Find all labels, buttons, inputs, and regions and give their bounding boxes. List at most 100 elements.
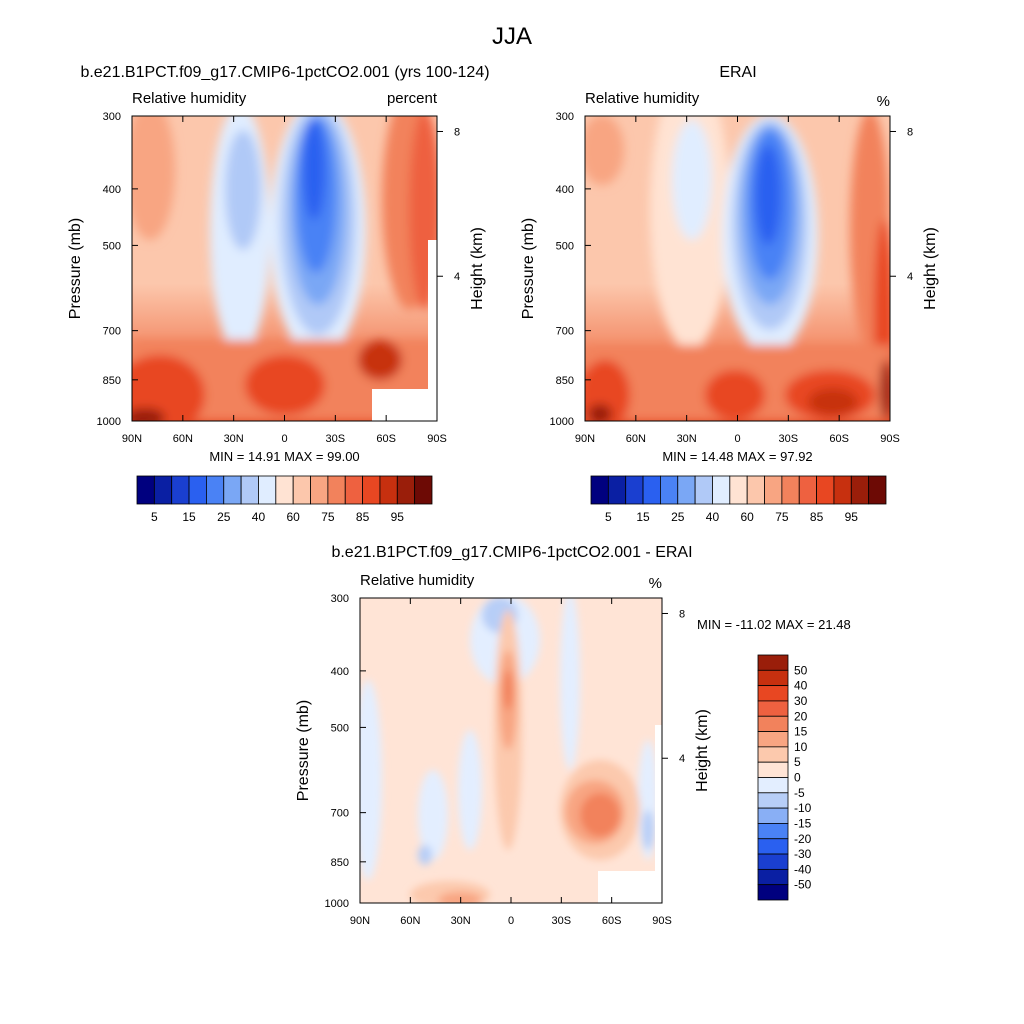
ylabel-model: Pressure (mb) (67, 218, 84, 319)
colorbar-label-model: 15 (182, 510, 196, 524)
colorbar-swatch-model (327, 475, 346, 505)
colorbar-swatch-difference (757, 669, 789, 687)
colorbar-swatch-obs (677, 475, 696, 505)
colorbar-swatch-difference (757, 731, 789, 748)
y-tick-label-obs: 400 (556, 184, 574, 196)
ylabel-right-difference: Height (km) (694, 709, 711, 792)
panel-diff-minmax: MIN = -11.02 MAX = 21.48 (697, 617, 851, 632)
colorbar-swatch-difference (757, 654, 789, 671)
panel-obs: ERAI Relative humidity % (584, 64, 891, 422)
y-tick-label-difference: 400 (331, 666, 349, 678)
height-tick-label-difference: 4 (679, 753, 685, 765)
y-tick-label-obs: 700 (556, 326, 574, 338)
colorbar-swatch-model (153, 475, 173, 505)
colorbar-swatch-difference (757, 884, 789, 901)
colorbar-swatch-difference (757, 700, 789, 717)
y-tick-label-difference: 700 (331, 808, 349, 820)
colorbar-label-obs: 25 (671, 510, 685, 524)
y-tick-label-obs: 300 (556, 111, 574, 123)
y-tick-label-difference: 300 (331, 593, 349, 605)
colorbar-swatch-model (171, 475, 190, 505)
panel-obs-field (585, 116, 890, 421)
minmax-obs: MIN = 14.48 MAX = 97.92 (662, 449, 812, 464)
colorbar-label-difference: 5 (794, 755, 801, 769)
colorbar-label-difference: -10 (794, 801, 812, 815)
panel-model-title: b.e21.B1PCT.f09_g17.CMIP6-1pctCO2.001 (y… (80, 64, 489, 81)
colorbar-label-model: 60 (286, 510, 300, 524)
x-tick-label-model: 90S (427, 433, 447, 445)
y-tick-label-difference: 1000 (325, 898, 349, 910)
colorbar-label-obs: 15 (636, 510, 650, 524)
y-tick-label-model: 500 (103, 240, 121, 252)
x-tick-label-difference: 60S (602, 915, 622, 927)
height-tick-label-model: 8 (454, 126, 460, 138)
x-tick-label-model: 30N (224, 433, 244, 445)
colorbar-swatch-difference (757, 761, 789, 778)
x-tick-label-model: 30S (326, 433, 346, 445)
x-tick-label-model: 0 (281, 433, 287, 445)
colorbar-swatch-difference (757, 868, 789, 886)
colorbar-label-obs: 5 (605, 510, 612, 524)
panel-obs-left-label: Relative humidity (585, 90, 700, 107)
colorbar-swatch-difference (757, 715, 789, 732)
colorbar-swatch-model (310, 475, 329, 505)
colorbar-swatch-model (379, 475, 398, 505)
x-tick-label-model: 90N (122, 433, 142, 445)
colorbar-swatch-model (275, 475, 294, 505)
colorbar-swatch-obs (729, 475, 748, 505)
colorbar-label-obs: 85 (810, 510, 824, 524)
colorbar-swatch-obs (798, 475, 817, 505)
colorbar-swatch-obs (607, 475, 627, 505)
y-tick-label-model: 1000 (97, 416, 121, 428)
colorbar-label-difference: 0 (794, 771, 801, 785)
colorbar-swatch-model (240, 475, 259, 505)
colorbar-label-difference: 20 (794, 709, 808, 723)
panel-model-units-label: percent (387, 90, 438, 107)
colorbar-swatch-model (396, 475, 416, 505)
panel-diff: b.e21.B1PCT.f09_g17.CMIP6-1pctCO2.001 - … (331, 544, 851, 904)
panel-diff-title: b.e21.B1PCT.f09_g17.CMIP6-1pctCO2.001 - … (331, 544, 692, 561)
colorbar-swatch-difference (757, 792, 789, 809)
x-tick-label-obs: 0 (734, 433, 740, 445)
colorbar-label-difference: -30 (794, 847, 812, 861)
y-tick-label-difference: 850 (331, 857, 349, 869)
colorbar-swatch-obs (833, 475, 852, 505)
colorbar-label-difference: -50 (794, 878, 812, 892)
ylabel-difference: Pressure (mb) (295, 700, 312, 801)
x-tick-label-obs: 90S (880, 433, 900, 445)
y-tick-label-model: 700 (103, 326, 121, 338)
colorbar-swatch-model (206, 475, 225, 505)
height-tick-label-obs: 4 (907, 271, 913, 283)
colorbar-swatch-obs (781, 475, 800, 505)
colorbar-label-obs: 75 (775, 510, 789, 524)
colorbar-swatch-difference (757, 746, 789, 763)
colorbar-swatch-obs (590, 475, 609, 505)
y-tick-label-model: 400 (103, 184, 121, 196)
panel-model: b.e21.B1PCT.f09_g17.CMIP6-1pctCO2.001 (y… (80, 64, 490, 422)
y-tick-label-model: 850 (103, 375, 121, 387)
colorbar-label-difference: -20 (794, 832, 812, 846)
colorbar-swatch-difference (757, 685, 789, 702)
x-tick-label-difference: 30N (451, 915, 471, 927)
height-tick-label-obs: 8 (907, 126, 913, 138)
colorbar-swatch-obs (694, 475, 713, 505)
ylabel-right-model: Height (km) (469, 227, 486, 310)
y-tick-label-obs: 500 (556, 240, 574, 252)
x-tick-label-model: 60S (376, 433, 396, 445)
x-tick-label-difference: 30S (552, 915, 572, 927)
colorbar-label-difference: 15 (794, 725, 808, 739)
minmax-model: MIN = 14.91 MAX = 99.00 (209, 449, 359, 464)
colorbar-label-difference: 50 (794, 663, 808, 677)
colorbar-label-obs: 60 (740, 510, 754, 524)
colorbar-swatch-obs (868, 475, 887, 505)
page-title: JJA (492, 23, 532, 50)
colorbar-label-obs: 40 (706, 510, 720, 524)
colorbar-swatch-difference (757, 777, 789, 794)
colorbar-label-difference: 40 (794, 679, 808, 693)
ylabel-right-obs: Height (km) (922, 227, 939, 310)
y-tick-label-model: 300 (103, 111, 121, 123)
colorbar-label-model: 5 (151, 510, 158, 524)
x-tick-label-obs: 60N (626, 433, 646, 445)
colorbar-swatch-model (292, 475, 311, 505)
colorbar-swatch-model (362, 475, 381, 505)
